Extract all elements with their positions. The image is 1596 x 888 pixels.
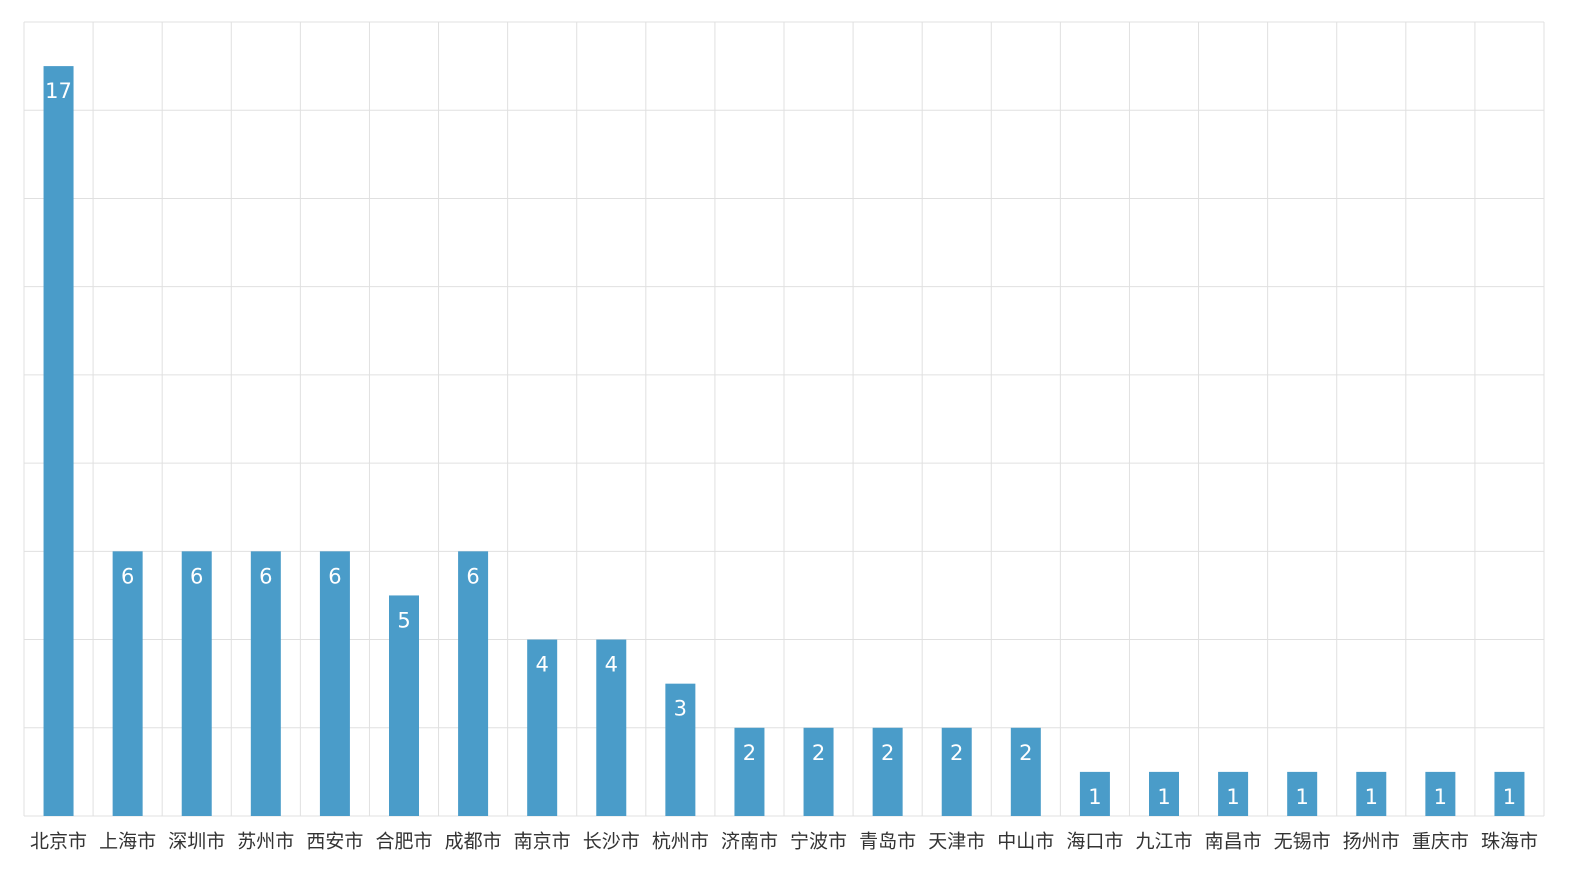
x-tick-label: 苏州市 (237, 831, 294, 853)
x-tick-label: 西安市 (306, 831, 363, 853)
value-label: 2 (881, 741, 894, 765)
x-tick-label: 扬州市 (1343, 831, 1400, 853)
value-label: 1 (1226, 785, 1239, 809)
x-tick-label: 合肥市 (375, 831, 432, 853)
x-tick-label: 南昌市 (1205, 831, 1262, 853)
x-tick-label: 天津市 (928, 831, 985, 853)
bar (458, 551, 489, 816)
value-label: 6 (328, 564, 341, 588)
bar (1425, 771, 1456, 816)
x-tick-label: 海口市 (1066, 831, 1123, 853)
value-label: 1 (1295, 785, 1308, 809)
value-label: 2 (743, 741, 756, 765)
bar (389, 595, 419, 816)
value-label: 6 (190, 564, 203, 588)
value-label: 2 (1019, 741, 1032, 765)
bar (1010, 727, 1041, 816)
value-label: 2 (812, 741, 825, 765)
x-tick-label: 珠海市 (1481, 831, 1538, 853)
x-tick-label: 青岛市 (859, 831, 916, 853)
value-label: 17 (45, 79, 72, 103)
value-label: 4 (535, 653, 548, 677)
value-label: 1 (1088, 785, 1101, 809)
bar (872, 727, 903, 816)
x-tick-label: 南京市 (514, 831, 571, 853)
bar (181, 551, 212, 816)
x-tick-label: 宁波市 (790, 831, 847, 853)
bar (1149, 771, 1179, 816)
value-label: 1 (1157, 785, 1170, 809)
x-tick-label: 重庆市 (1412, 831, 1469, 853)
bar (1356, 771, 1387, 816)
x-tick-label: 深圳市 (168, 831, 225, 853)
value-label: 1 (1503, 785, 1516, 809)
bar (319, 551, 350, 816)
x-tick-label: 无锡市 (1274, 831, 1331, 853)
x-tick-label: 上海市 (99, 831, 156, 853)
x-tick-label: 北京市 (30, 831, 87, 853)
x-tick-label: 成都市 (445, 831, 502, 853)
bar (1287, 771, 1318, 816)
value-label: 6 (121, 564, 134, 588)
bar (596, 639, 627, 816)
bar (250, 551, 281, 816)
bar (1079, 771, 1110, 816)
bar (803, 727, 834, 816)
value-label: 5 (397, 608, 410, 632)
value-label: 1 (1434, 785, 1447, 809)
bar (1494, 771, 1525, 816)
bar (665, 683, 696, 816)
x-tick-label: 九江市 (1135, 831, 1192, 853)
bar (734, 727, 765, 816)
value-label: 6 (466, 564, 479, 588)
value-label: 1 (1365, 785, 1378, 809)
bar (43, 66, 74, 817)
x-tick-label: 杭州市 (652, 831, 709, 853)
bar (1218, 771, 1249, 816)
x-tick-label: 中山市 (997, 831, 1054, 853)
bar (941, 727, 972, 816)
value-label: 4 (605, 653, 618, 677)
x-tick-label: 长沙市 (583, 831, 640, 853)
value-label: 2 (950, 741, 963, 765)
value-label: 6 (259, 564, 272, 588)
bar (527, 639, 558, 816)
bar (112, 551, 143, 816)
value-label: 3 (674, 697, 687, 721)
x-tick-label: 济南市 (721, 831, 778, 853)
